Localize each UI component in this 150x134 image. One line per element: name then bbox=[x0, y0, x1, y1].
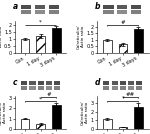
Bar bbox=[117, 10, 127, 14]
Bar bbox=[54, 86, 60, 90]
Text: a: a bbox=[12, 2, 18, 11]
Bar bbox=[29, 86, 36, 90]
Bar bbox=[21, 39, 29, 53]
Bar bbox=[36, 124, 45, 129]
Y-axis label: Calreticulin/
Actin ratio: Calreticulin/ Actin ratio bbox=[0, 100, 7, 125]
Y-axis label: Calreticulin/
Actin ratio: Calreticulin/ Actin ratio bbox=[76, 25, 85, 49]
Bar bbox=[134, 107, 143, 129]
Text: ##: ## bbox=[126, 92, 135, 97]
Bar bbox=[52, 28, 60, 53]
Bar bbox=[131, 5, 141, 9]
Bar bbox=[35, 5, 45, 9]
Bar bbox=[46, 86, 52, 90]
Bar bbox=[131, 10, 141, 14]
Bar bbox=[103, 119, 112, 129]
Text: b: b bbox=[95, 2, 100, 11]
Text: *: * bbox=[39, 19, 42, 24]
Bar bbox=[136, 81, 142, 85]
Bar bbox=[134, 29, 143, 53]
Text: *: * bbox=[122, 96, 124, 101]
Text: d: d bbox=[95, 78, 100, 87]
Bar bbox=[112, 86, 118, 90]
Text: *: * bbox=[39, 96, 42, 101]
Text: c: c bbox=[12, 78, 17, 87]
Bar bbox=[38, 86, 44, 90]
Bar bbox=[21, 81, 27, 85]
Bar bbox=[136, 86, 142, 90]
Bar bbox=[54, 81, 60, 85]
Bar bbox=[36, 36, 45, 53]
Bar bbox=[112, 81, 118, 85]
Bar bbox=[49, 10, 59, 14]
Bar bbox=[103, 10, 114, 14]
Bar bbox=[120, 81, 126, 85]
Text: #: # bbox=[46, 92, 51, 97]
Bar bbox=[103, 5, 114, 9]
Bar bbox=[103, 40, 112, 53]
Bar bbox=[49, 5, 59, 9]
Bar bbox=[21, 86, 27, 90]
Y-axis label: Calreticulin/
Actin ratio: Calreticulin/ Actin ratio bbox=[0, 25, 3, 49]
Bar bbox=[52, 105, 60, 129]
Bar bbox=[103, 81, 110, 85]
Bar bbox=[118, 127, 127, 129]
Bar bbox=[21, 10, 32, 14]
Bar bbox=[117, 5, 127, 9]
Bar bbox=[21, 119, 29, 129]
Bar bbox=[128, 86, 134, 90]
Bar bbox=[29, 81, 36, 85]
Bar bbox=[21, 5, 32, 9]
Text: #: # bbox=[120, 20, 125, 25]
Bar bbox=[118, 44, 127, 53]
Bar bbox=[46, 81, 52, 85]
Bar bbox=[35, 10, 45, 14]
Bar bbox=[120, 86, 126, 90]
Bar bbox=[128, 81, 134, 85]
Bar bbox=[38, 81, 44, 85]
Bar bbox=[103, 86, 110, 90]
Y-axis label: Calreticulin/
Actin ratio: Calreticulin/ Actin ratio bbox=[81, 100, 89, 125]
